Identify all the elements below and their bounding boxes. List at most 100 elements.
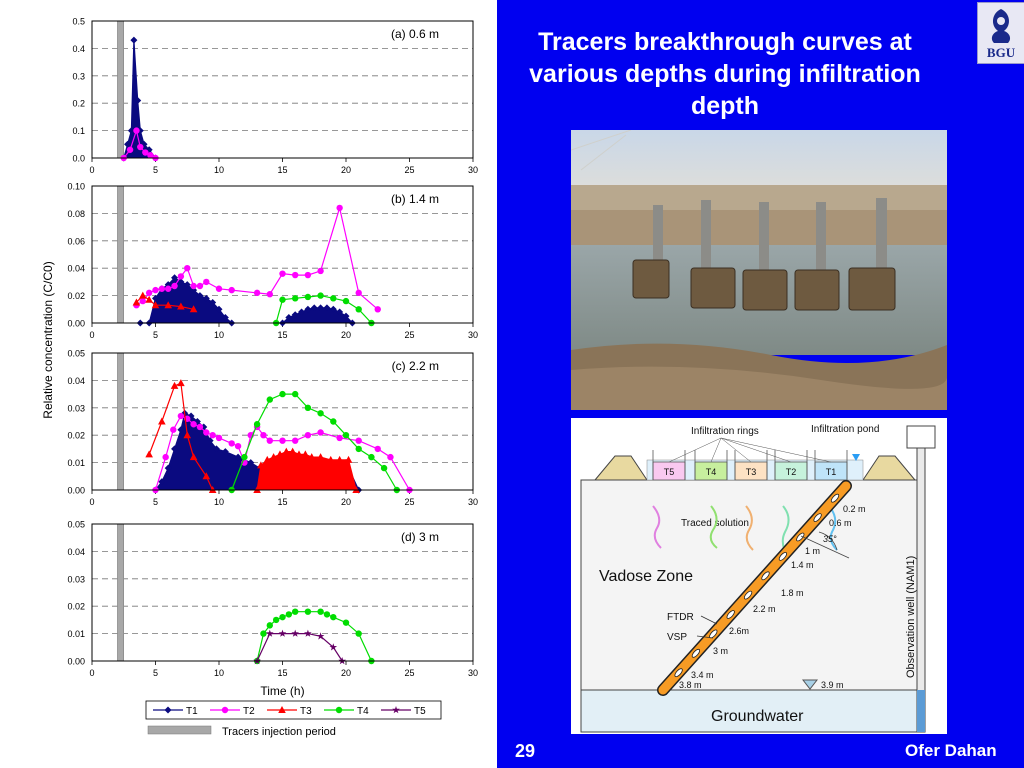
x-tick-label: 10 [214,497,224,507]
legend-entry-t4: T4 [324,706,369,717]
data-point-t4 [292,608,299,615]
legend-entry-t1: T1 [153,706,198,717]
data-point-t4 [292,390,299,398]
page-number: 29 [515,741,536,761]
data-point-t4 [279,613,286,621]
panel-label: (d) 3 m [401,530,439,544]
x-tick-label: 15 [277,330,287,340]
logo-emblem-icon [991,9,1011,43]
y-tick-label: 0.4 [72,44,85,54]
y-tick-label: 0.06 [67,236,85,246]
data-point-t1 [171,274,179,282]
data-point-t2 [374,445,381,453]
rings-label: Infiltration rings [691,426,759,437]
data-point-t3 [295,450,303,458]
data-point-t3 [145,450,153,458]
data-point-t3 [151,301,160,309]
data-point-t1 [342,312,350,320]
vadose-zone-label: Vadose Zone [599,568,693,585]
ring-t4: T4 [694,437,728,481]
injection-period-band [117,185,125,324]
x-tick-label: 25 [404,668,414,678]
ring-label: T3 [746,467,757,477]
groundwater-zone [580,689,920,733]
data-point-t4 [323,611,331,618]
data-point-t1 [152,294,159,302]
data-point-t1 [196,292,204,300]
data-point-t1 [212,445,220,453]
data-point-t2 [292,271,299,279]
x-tick-label: 0 [89,330,94,340]
data-point-t2 [266,291,273,298]
vsp-label: VSP [667,632,687,643]
sensor-icon [813,513,822,522]
y-tick-label: 0.0 [72,154,85,164]
data-point-t2 [133,127,140,134]
data-point-t2 [209,432,216,439]
data-point-t2 [190,421,197,428]
x-tick-label: 15 [277,668,287,678]
data-point-t1 [317,304,325,312]
data-point-t4 [330,295,337,302]
ring-label: T2 [786,467,797,477]
data-point-t4 [342,297,350,305]
x-tick-label: 10 [214,330,224,340]
depth-label: 0.2 m [843,504,866,514]
x-tick-label: 5 [153,668,158,678]
data-point-t3 [335,455,344,463]
legend-label: T2 [243,706,255,717]
panel-label: (c) 2.2 m [392,359,439,373]
data-point-t1 [285,314,293,322]
x-tick-label: 20 [341,497,351,507]
site-diagram: Groundwater T5 T4 T3 T2 T1 Infiltration ring… [571,418,947,734]
data-point-t4 [241,453,248,461]
angle-label: 35° [823,534,837,544]
x-tick-label: 25 [404,497,414,507]
y-tick-label: 0.05 [67,349,85,359]
x-tick-label: 30 [468,668,478,678]
data-point-t2 [177,412,185,420]
y-tick-label: 0.08 [67,209,85,219]
legend-label: T1 [186,706,198,717]
author-name: Ofer Dahan [905,741,997,760]
sensor-icon [778,552,788,561]
data-point-t3 [170,381,179,389]
data-point-t3 [257,461,265,469]
x-tick-label: 20 [341,330,351,340]
data-point-t3 [282,447,291,455]
legend-injection-swatch [147,725,212,735]
data-point-t3 [269,453,278,461]
depth-label: 1.4 m [791,560,814,570]
data-point-t2 [158,285,166,292]
depth-label: 3.4 m [691,670,714,680]
ring-t1: T1 [720,437,848,481]
data-point-t3 [316,453,325,461]
data-point-t2 [279,270,286,277]
data-point-t2 [374,306,381,313]
injection-period-band [117,523,125,662]
data-point-t2 [190,282,197,290]
data-point-t2 [170,426,177,433]
data-point-t2 [304,271,312,279]
data-point-t3 [278,706,286,713]
ring-label: T4 [706,467,717,477]
depth-label: 2.2 m [753,604,776,614]
data-point-t4 [317,292,324,299]
data-point-t1 [158,478,166,486]
data-point-t4 [330,613,337,621]
data-point-t3 [276,450,284,458]
data-point-t3 [263,455,272,463]
data-point-t3 [145,295,153,303]
data-point-t1 [304,305,312,313]
y-tick-label: 0.04 [67,376,85,386]
data-point-t3 [189,453,198,461]
data-point-t5 [329,643,338,651]
data-point-t5 [304,629,312,637]
sensor-icon [691,648,701,658]
x-tick-label: 30 [468,497,478,507]
chart-panel-2: 0.00 0.02 0.04 0.06 0.08 0.10 0 5 10 15 20 25 30 (b) … [67,182,478,341]
depth-label: 3 m [713,646,728,656]
x-tick-label: 15 [277,497,287,507]
data-point-t2 [355,437,362,444]
y-tick-label: 0.00 [67,486,85,496]
